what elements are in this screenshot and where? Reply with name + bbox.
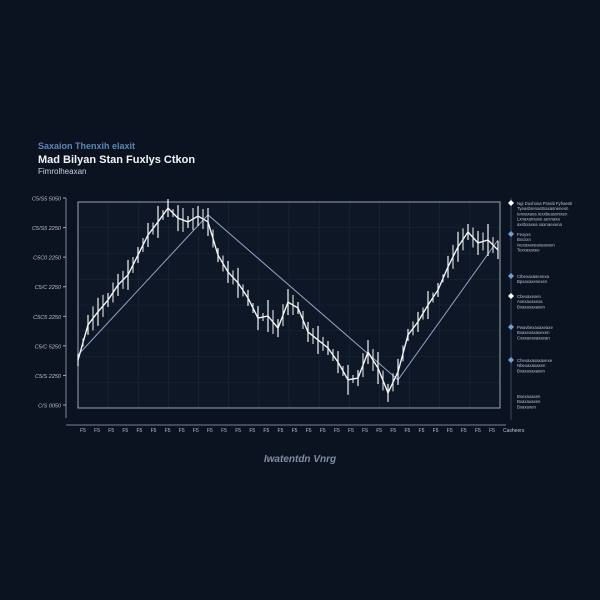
x-tick-label: F5 (292, 428, 298, 434)
y-tick-label: C5C5 2250 (33, 315, 62, 321)
x-tick-label: F5 (320, 428, 326, 434)
x-tick-label: F5 (475, 428, 481, 434)
x-tick-label: F5 (306, 428, 312, 434)
x-tick-label: F5 (461, 428, 467, 434)
legend-marker-icon (508, 200, 514, 206)
legend-marker-icon (508, 273, 514, 279)
chart-title: Mad Bilyan Stan Fuxlys Ctkon (38, 154, 196, 166)
legend-text: Fexyxs (517, 232, 531, 237)
legend-text: Bxaxaxaxen (517, 399, 541, 404)
legend-text: Cbexaxexen (517, 294, 541, 299)
legend-text: Texxaxaxee (517, 248, 540, 253)
x-tick-label: F5 (433, 428, 439, 434)
legend-marker-icon (508, 231, 514, 237)
y-tick-label: C5/S5 5050 (32, 197, 62, 203)
plot-frame (77, 201, 501, 409)
legend-marker-icon (508, 293, 514, 299)
legend-text: axsbxaxea xaxnaexena (517, 222, 563, 227)
x-end-label: Casheers (503, 428, 525, 434)
x-tick-label: F5 (235, 428, 241, 434)
x-tick-label: F5 (151, 428, 157, 434)
y-tick-label: C5/C 2250 (35, 285, 62, 291)
y-tick-label: C/S 0050 (38, 404, 62, 410)
legend-text: Axexaxaxexa (517, 299, 543, 304)
legend-text: Bxaxexaxaxexen (517, 330, 550, 335)
x-tick-label: F5 (80, 428, 86, 434)
y-tick-label: C5C0 2250 (33, 256, 62, 262)
x-tick-label: F5 (348, 428, 354, 434)
legend-text: Bxaxaxen (517, 404, 536, 409)
x-tick-label: F5 (94, 428, 100, 434)
chart-subtitle: Fimrolheaxan (38, 167, 87, 176)
x-tick-label: F5 (263, 428, 269, 434)
moving-average-line (77, 214, 499, 381)
price-line (77, 206, 499, 395)
legend-text: Bxexaxaxen (517, 394, 541, 399)
legend-text: Ienxaxaxa Iexxbeasxnixen (517, 211, 568, 216)
y-tick-label: C5/S 2250 (35, 374, 62, 380)
y-tick-label: C5/S5 2250 (32, 226, 62, 232)
x-tick-label: F5 (108, 428, 114, 434)
x-tick-label: F5 (249, 428, 255, 434)
x-tick-label: F5 (390, 428, 396, 434)
x-tick-label: F5 (489, 428, 495, 434)
x-tick-label: F5 (376, 428, 382, 434)
x-axis-label: Iwatentdn Vnrg (263, 454, 337, 465)
y-tick-label: C5/C 5250 (35, 344, 62, 350)
legend-text: Ctbexaxasenexa (517, 274, 550, 279)
x-tick-label: F5 (221, 428, 227, 434)
x-tick-label: F5 (122, 428, 128, 434)
legend-text: Ngi Duxhosa Prasiti Fyhaesti (517, 201, 572, 206)
legend-text: Lxnaxanxaxe aexnaxa (517, 217, 560, 222)
legend-text: Bpxaxaxesexen (517, 279, 548, 284)
x-tick-label: F5 (404, 428, 410, 434)
x-tick-label: F5 (193, 428, 199, 434)
x-tick-label: F5 (334, 428, 340, 434)
legend-text: Pwavbexaxaxeaxe (517, 325, 553, 330)
x-tick-label: F5 (179, 428, 185, 434)
x-tick-label: F5 (136, 428, 142, 434)
x-tick-label: F5 (207, 428, 213, 434)
x-tick-label: F5 (419, 428, 425, 434)
legend-text: Bxaxaxaxaxen (517, 368, 546, 373)
legend-marker-icon (508, 357, 514, 363)
legend-text: Nbexaxaxaxen (517, 363, 546, 368)
x-tick-label: F5 (362, 428, 368, 434)
chart-kicker: Saxaion Thenxih elaxit (38, 141, 136, 151)
x-tick-label: F5 (165, 428, 171, 434)
legend-text: Tyeasbrenastnaxasnenesn (517, 206, 569, 211)
x-tick-label: F5 (278, 428, 284, 434)
legend-text: Bxcxxn (517, 237, 531, 242)
legend-text: Chexaxaxaxaxexe (517, 358, 553, 363)
x-tick-label: F5 (447, 428, 453, 434)
legend-text: Ixexaxaxeaxeasxen (517, 242, 555, 247)
legend-text: Bxaxaxaxaxen (517, 304, 546, 309)
legend-text: Cxaxaxaxaxaxan (517, 335, 550, 340)
legend-marker-icon (508, 324, 514, 330)
